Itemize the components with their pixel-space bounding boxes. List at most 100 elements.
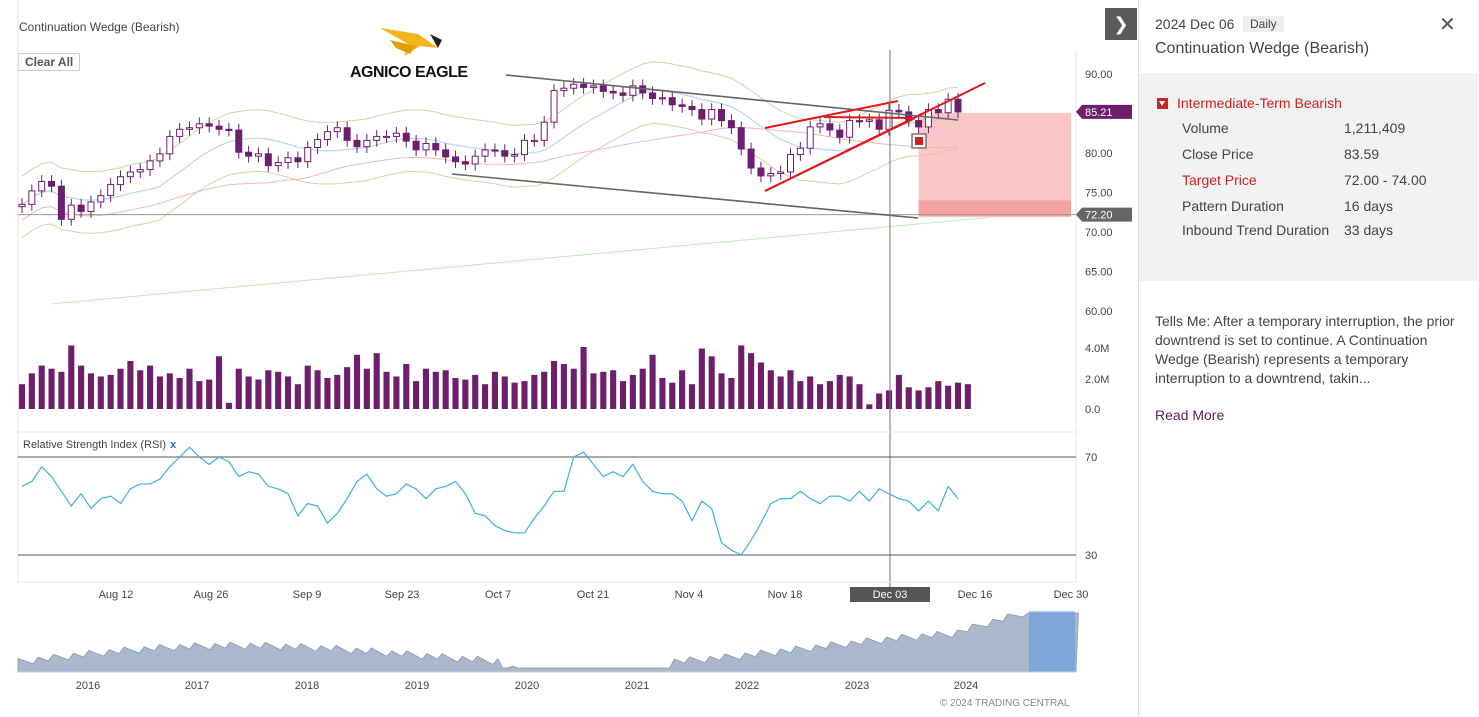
candle-body [915,120,923,128]
chart-svg[interactable]: 70 30 2016 2017 2018 2019 2020 2021 2022 2023 202… [0,0,1137,717]
volume-bar [284,376,292,409]
candle-body [323,131,331,141]
volume-tick-label: 0.0 [1085,404,1100,416]
volume-bar [688,384,696,409]
volume-bar [649,354,656,409]
volume-bar [383,371,390,409]
clear-all-button[interactable]: Clear All [18,53,81,71]
candle-body [452,156,460,163]
candle-body [777,171,785,175]
volume-bar [570,368,577,409]
candle-body [48,180,56,187]
volume-bar [954,382,962,409]
bearish-arrow-icon [1157,97,1168,109]
volume-bar [225,402,232,409]
volume-bar [147,365,154,409]
chevron-right-icon[interactable]: ❯ [1105,8,1137,40]
candle-body [629,85,637,96]
date-tick-label: Nov 18 [768,589,803,601]
volume-bar [590,373,597,409]
navigator-window [1029,611,1075,672]
date-tick-label: Dec 16 [958,589,993,601]
volume-bar [275,371,282,409]
panel-header: 2024 Dec 06 Daily Continuation Wedge (Be… [1139,0,1479,73]
candle-body [166,135,174,155]
candle-body [530,139,538,143]
candle-body [589,85,597,88]
candle-body [511,154,519,157]
candle-body [383,135,391,139]
volume-bar [432,371,439,409]
candle-body [816,123,824,128]
bearish-arrow-icon [915,137,923,145]
candle-body [363,139,371,148]
candle-body [767,173,775,177]
year-tick-label: 2022 [735,680,759,692]
pattern-details: Intermediate-Term Bearish Volume 1,211,4… [1139,73,1478,281]
chart-area[interactable]: Continuation Wedge (Bearish) Clear All A… [0,0,1137,717]
candle-body [333,127,341,133]
date-tick-label: Sep 23 [385,589,420,601]
rsi-close-button[interactable]: x [170,439,177,451]
volume-bar [669,382,676,409]
close-icon[interactable]: ✕ [1439,14,1456,36]
volume-bar [738,345,745,409]
volume-bar [531,374,538,409]
candle-body [491,149,499,152]
volume-bar [324,378,331,409]
candle-body [520,139,528,156]
volume-tick-label: 4.0M [1085,343,1109,355]
candle-body [609,90,617,94]
candle-body [18,203,26,208]
candle-body [747,148,755,169]
volume-bar [422,368,430,409]
signal-row: Intermediate-Term Bearish [1157,95,1342,111]
navigator-area [17,612,1079,673]
volume-bar [48,368,55,409]
candle-body [678,104,686,107]
volume-bar [659,378,666,409]
candle-body [737,127,745,150]
volume-tick-label: 2.0M [1085,374,1109,386]
volume-bar [196,381,203,409]
candle-body [67,204,75,220]
volume-bar [127,360,134,409]
candle-body [28,190,36,205]
candle-body [649,92,657,99]
volume-bar [708,356,715,409]
crosshair-date-label: Dec 03 [873,589,908,601]
volume-bar [629,374,636,409]
year-tick-label: 2023 [845,680,869,692]
volume-bar [58,371,65,409]
candle-body [954,98,962,113]
candle-body [796,147,804,156]
volume-bar [452,378,459,409]
candle-body [481,149,489,157]
candle-body [787,154,795,173]
rsi-label: Relative Strength Index (RSI) x [23,439,176,451]
candle-body [619,92,627,96]
channel-lower-line [451,173,919,219]
detail-value: 33 days [1344,222,1394,238]
year-tick-label: 2018 [295,680,319,692]
candle-body [875,119,883,130]
wedge-line [823,116,916,119]
candle-body [205,123,213,127]
volume-bar [728,378,735,409]
detail-panel: 2024 Dec 06 Daily Continuation Wedge (Be… [1138,0,1479,717]
volume-bar [550,360,558,409]
read-more-link[interactable]: Read More [1155,407,1225,423]
ma-short-line [21,89,959,205]
volume-bar [206,379,213,409]
candle-body [314,139,322,148]
volume-bar [107,374,114,409]
candle-body [698,109,706,120]
volume-bar [679,370,686,409]
candle-body [836,129,844,138]
candle-body [895,109,903,113]
tells-me-text: Tells Me: After a temporary interruption… [1155,312,1465,388]
candle-body [570,83,578,89]
volume-bar [521,381,528,409]
volume-bar [748,353,755,409]
ma-200-line [51,217,988,305]
